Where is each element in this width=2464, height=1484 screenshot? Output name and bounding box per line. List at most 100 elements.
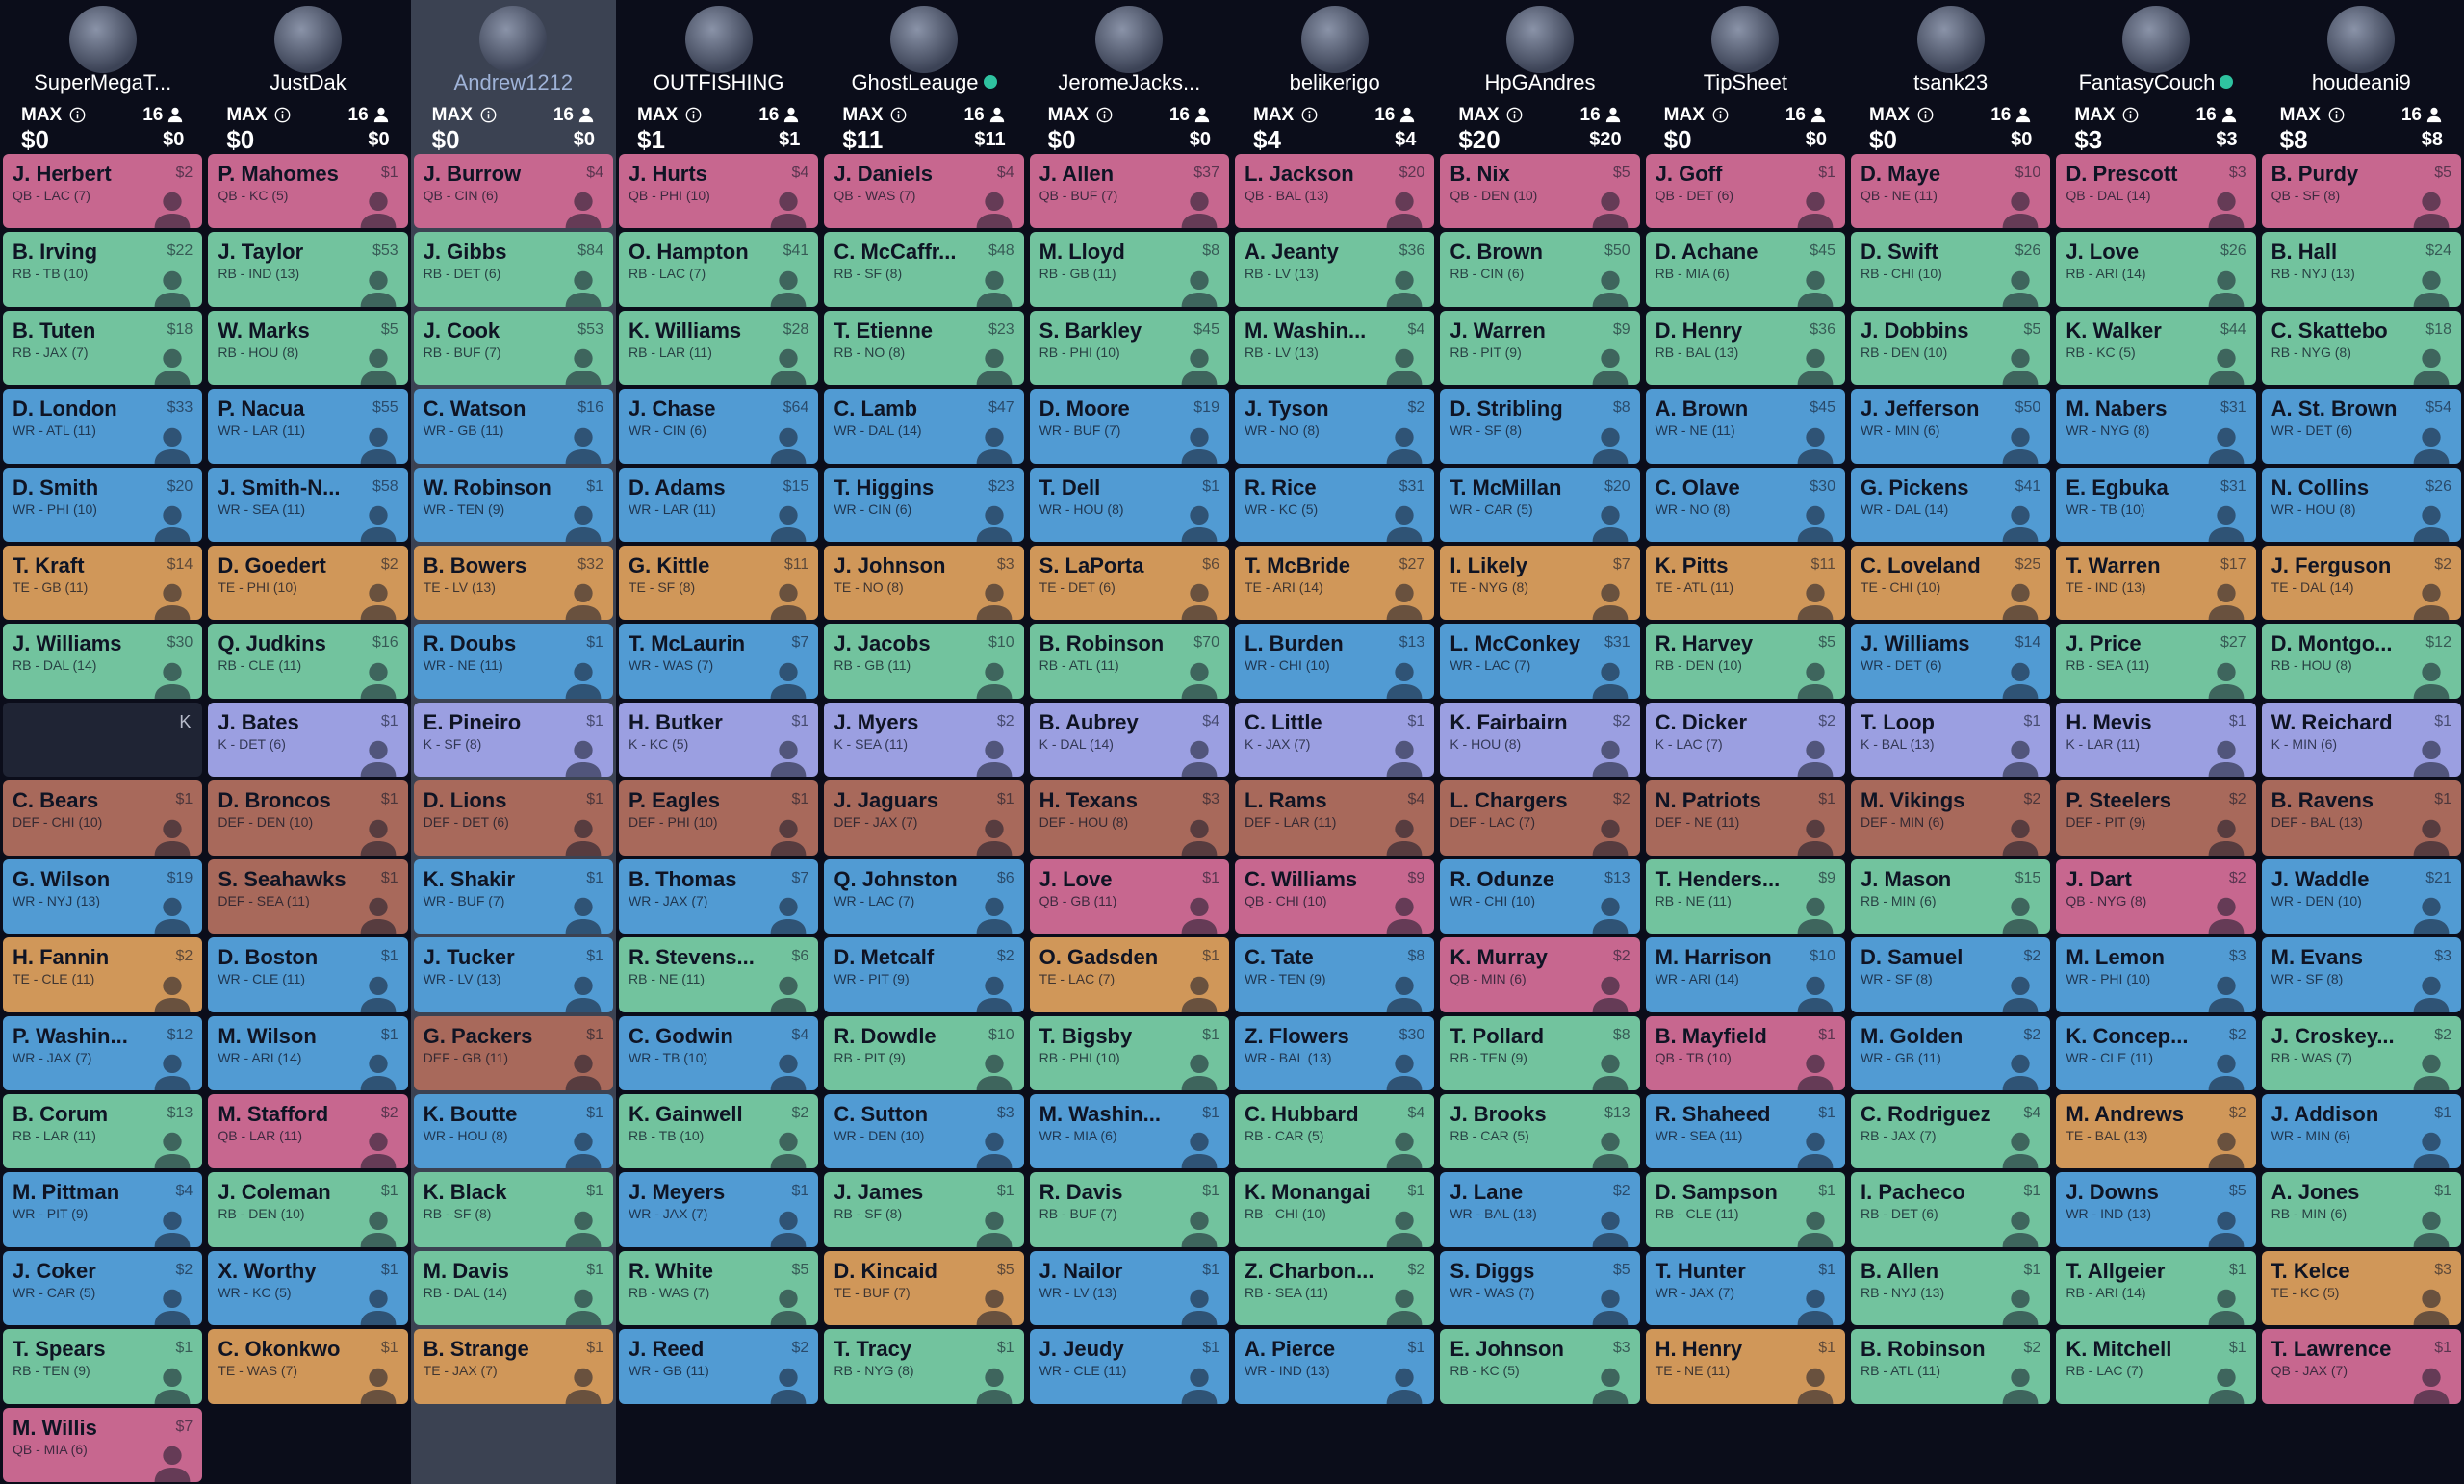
player-card: K. Fairbairn $2 K - HOU (8)	[1440, 702, 1640, 778]
player-detail: WR - NYG (8)	[2066, 422, 2150, 439]
player-card: J. James $1 RB - SF (8)	[824, 1172, 1024, 1247]
max-label: MAX	[226, 105, 268, 125]
player-detail: WR - CLE (11)	[2066, 1049, 2154, 1065]
player-headshot	[1181, 505, 1218, 543]
player-card: T. McBride $27 TE - ARI (14)	[1235, 546, 1435, 621]
player-name: J. Allen	[1039, 162, 1115, 186]
player-card: J. Brooks $13 RB - CAR (5)	[1440, 1093, 1640, 1169]
player-detail: WR - LAC (7)	[834, 892, 915, 908]
player-headshot	[360, 427, 397, 464]
player-price: $1	[1407, 1340, 1425, 1357]
player-card: J. Tyson $2 WR - NO (8)	[1235, 389, 1435, 464]
player-headshot	[360, 976, 397, 1012]
player-card: J. Jefferson $50 WR - MIN (6)	[1851, 389, 2051, 464]
player-headshot	[565, 1368, 602, 1404]
person-icon	[989, 107, 1004, 123]
player-card: K. Gainwell $2 RB - TB (10)	[619, 1093, 819, 1169]
player-name: C. Dicker	[1655, 709, 1748, 734]
player-price: $26	[2015, 243, 2041, 260]
player-price: $13	[1399, 634, 1425, 652]
player-name: C. Bears	[13, 788, 99, 813]
player-name: T. Lawrence	[2271, 1337, 2392, 1362]
player-name: N. Patriots	[1655, 788, 1761, 813]
player-detail: RB - HOU (8)	[2271, 657, 2352, 674]
player-price: $23	[988, 320, 1014, 338]
roster-count: 16	[1168, 105, 1190, 125]
player-card: J. Jeudy $1 WR - CLE (11)	[1029, 1329, 1229, 1404]
player-card: K. Monangai $1 RB - CHI (10)	[1235, 1172, 1435, 1247]
player-headshot	[1592, 1368, 1629, 1404]
player-card: K. Boutte $1 WR - HOU (8)	[413, 1093, 613, 1169]
player-card: T. Dell $1 WR - HOU (8)	[1029, 467, 1229, 543]
player-headshot	[2413, 1289, 2450, 1326]
max-label: MAX	[2279, 105, 2321, 125]
player-price: $10	[988, 634, 1014, 652]
player-price: $7	[175, 1418, 193, 1435]
player-price: $6	[791, 948, 809, 965]
player-name: D. Henry	[1655, 318, 1743, 343]
player-detail: TE - CHI (10)	[1861, 579, 1941, 596]
team-column: TipSheet MAX 16 $0 $0 J. Goff $1 QB - DET (6) D.…	[1643, 0, 1848, 1484]
team-name-text: SuperMegaT...	[34, 70, 172, 94]
player-card: Z. Flowers $30 WR - BAL (13)	[1235, 1015, 1435, 1090]
player-headshot	[1797, 741, 1834, 778]
budget: $0	[368, 129, 390, 150]
player-name: I. Likely	[1450, 553, 1528, 578]
player-headshot	[976, 192, 1013, 229]
player-detail: RB - CAR (5)	[1450, 1127, 1529, 1143]
player-detail: WR - HOU (8)	[2271, 500, 2356, 517]
player-card: W. Robinson $1 WR - TEN (9)	[413, 467, 613, 543]
player-headshot	[154, 348, 191, 386]
player-price: $31	[1399, 477, 1425, 495]
player-name: X. Worthy	[218, 1258, 317, 1283]
player-card: B. Thomas $7 WR - JAX (7)	[619, 858, 819, 934]
player-price: $1	[380, 165, 398, 181]
player-card: M. Davis $1 RB - DAL (14)	[413, 1250, 613, 1326]
player-detail: RB - SEA (11)	[2066, 657, 2150, 674]
player-price: $50	[2015, 399, 2041, 417]
player-card: T. Bigsby $1 RB - PHI (10)	[1029, 1015, 1229, 1090]
player-headshot	[2002, 1289, 2039, 1326]
player-detail: TE - JAX (7)	[423, 1363, 498, 1379]
max-bid: $0	[226, 125, 255, 154]
player-price: $5	[791, 1261, 809, 1278]
player-name: B. Bowers	[423, 553, 527, 578]
player-headshot	[565, 976, 602, 1012]
player-headshot	[565, 427, 602, 464]
player-price: $2	[2228, 1026, 2246, 1043]
player-card: C. Watson $16 WR - GB (11)	[413, 389, 613, 464]
player-card: C. Brown $50 RB - CIN (6)	[1440, 232, 1640, 307]
player-card: S. Diggs $5 WR - WAS (7)	[1440, 1250, 1640, 1326]
person-icon	[1605, 107, 1620, 123]
player-detail: K - LAC (7)	[1655, 735, 1723, 752]
player-name: E. Johnson	[1450, 1337, 1564, 1362]
player-detail: WR - PHI (10)	[2066, 971, 2151, 987]
player-name: C. Skattebo	[2271, 318, 2388, 343]
player-detail: RB - BUF (7)	[1039, 1206, 1117, 1222]
player-headshot	[154, 819, 191, 856]
budget: $8	[2421, 129, 2443, 150]
team-name-text: GhostLeauge	[851, 70, 979, 94]
player-detail: WR - MIN (6)	[1861, 422, 1940, 439]
player-name: T. Tracy	[834, 1337, 912, 1362]
player-headshot	[1592, 897, 1629, 934]
player-price: $8	[1407, 948, 1425, 965]
roster-count: 16	[1374, 105, 1396, 125]
player-price: $4	[1407, 1104, 1425, 1121]
player-name: M. Lloyd	[1039, 240, 1125, 265]
player-card: O. Hampton $41 RB - LAC (7)	[619, 232, 819, 307]
max-label: MAX	[431, 105, 473, 125]
player-price: $1	[2228, 1340, 2246, 1357]
player-price: $3	[2434, 948, 2451, 965]
player-name: D. Maye	[1861, 162, 1941, 186]
player-name: P. Eagles	[629, 788, 720, 813]
player-detail: TE - ATL (11)	[1655, 579, 1734, 596]
player-headshot	[360, 270, 397, 307]
player-price: $1	[996, 791, 1014, 808]
player-detail: TE - LV (13)	[423, 579, 496, 596]
player-headshot	[770, 1054, 807, 1090]
player-name: A. Pierce	[1245, 1337, 1336, 1362]
player-name: J. Ferguson	[2271, 553, 2392, 578]
player-card: D. Achane $45 RB - MIA (6)	[1645, 232, 1845, 307]
player-card: J. Williams $30 RB - DAL (14)	[3, 624, 203, 699]
